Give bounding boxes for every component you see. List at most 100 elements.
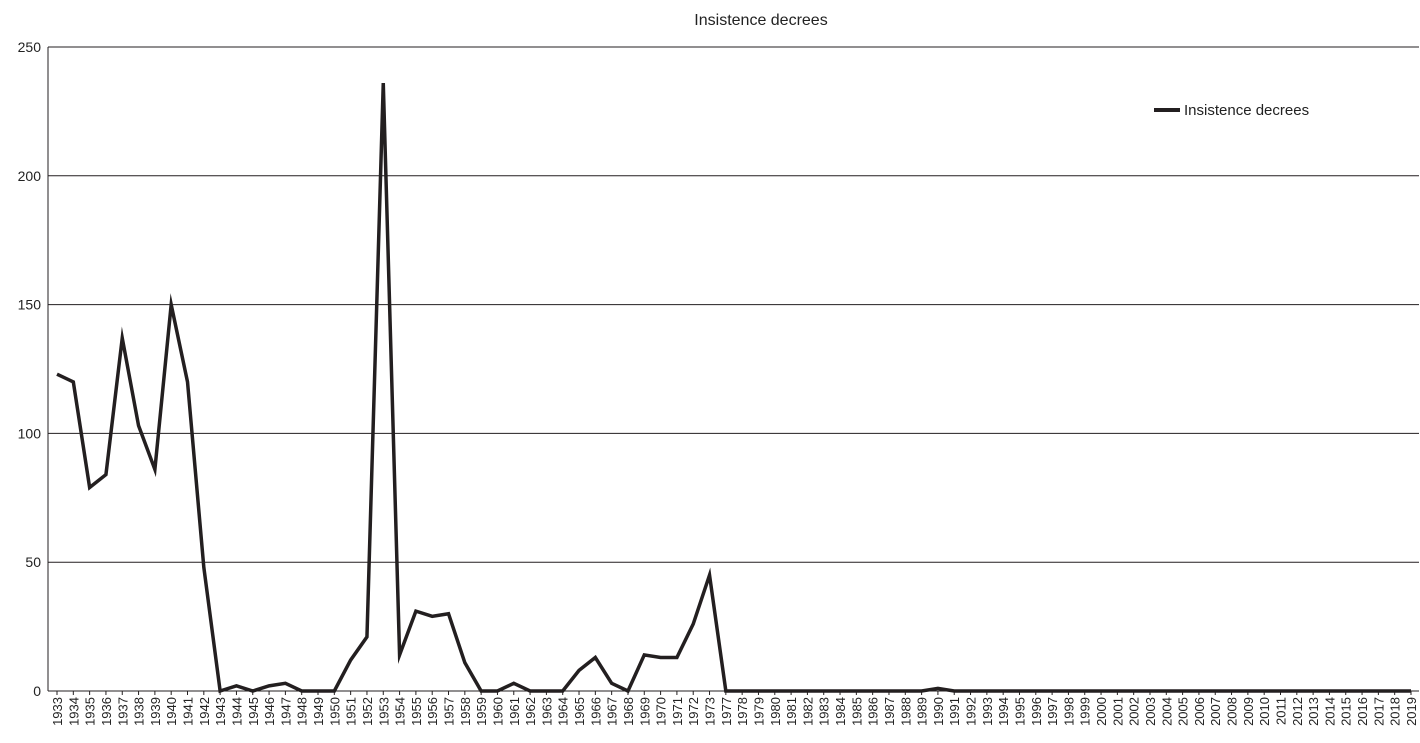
x-tick-label-1986: 1986 bbox=[866, 697, 881, 726]
x-tick-label-1948: 1948 bbox=[295, 697, 310, 726]
y-tick-label-0: 0 bbox=[33, 683, 41, 699]
x-tick-label-1954: 1954 bbox=[393, 697, 408, 726]
chart-title: Insistence decrees bbox=[694, 12, 827, 29]
x-tick-label-2002: 2002 bbox=[1127, 697, 1142, 726]
x-tick-label-1952: 1952 bbox=[360, 697, 375, 726]
x-tick-label-1943: 1943 bbox=[213, 697, 228, 726]
x-tick-label-1987: 1987 bbox=[882, 697, 897, 726]
x-tick-label-2015: 2015 bbox=[1339, 697, 1354, 726]
x-tick-label-1973: 1973 bbox=[703, 697, 718, 726]
legend-label: Insistence decrees bbox=[1184, 102, 1309, 119]
x-tick-label-1993: 1993 bbox=[980, 697, 995, 726]
x-tick-label-1946: 1946 bbox=[262, 697, 277, 726]
y-tick-label-200: 200 bbox=[18, 168, 42, 184]
x-tick-label-1934: 1934 bbox=[66, 697, 81, 726]
x-tick-label-1977: 1977 bbox=[719, 697, 734, 726]
x-tick-label-1959: 1959 bbox=[474, 697, 489, 726]
x-tick-label-2019: 2019 bbox=[1404, 697, 1419, 726]
x-tick-label-1945: 1945 bbox=[246, 697, 261, 726]
x-tick-label-1960: 1960 bbox=[490, 697, 505, 726]
x-tick-label-1935: 1935 bbox=[83, 697, 98, 726]
x-tick-label-1990: 1990 bbox=[931, 697, 946, 726]
x-tick-label-2014: 2014 bbox=[1322, 697, 1337, 726]
x-tick-label-2000: 2000 bbox=[1094, 697, 1109, 726]
x-tick-label-1983: 1983 bbox=[817, 697, 832, 726]
x-tick-label-2003: 2003 bbox=[1143, 697, 1158, 726]
x-tick-label-1985: 1985 bbox=[849, 697, 864, 726]
series-group bbox=[56, 83, 1411, 694]
x-tick-label-1995: 1995 bbox=[1012, 697, 1027, 726]
x-tick-label-1958: 1958 bbox=[458, 697, 473, 726]
y-tick-label-250: 250 bbox=[18, 39, 42, 55]
y-tick-label-50: 50 bbox=[25, 554, 41, 570]
axes bbox=[47, 47, 1419, 692]
x-tick-label-1938: 1938 bbox=[132, 697, 147, 726]
x-tick-label-1967: 1967 bbox=[605, 697, 620, 726]
x-tick-label-2004: 2004 bbox=[1159, 697, 1174, 726]
x-tick-label-1997: 1997 bbox=[1045, 697, 1060, 726]
x-tick-label-2016: 2016 bbox=[1355, 697, 1370, 726]
x-tick-label-1978: 1978 bbox=[735, 697, 750, 726]
x-tick-label-2006: 2006 bbox=[1192, 697, 1207, 726]
x-tick-label-1937: 1937 bbox=[115, 697, 130, 726]
x-tick-label-1970: 1970 bbox=[654, 697, 669, 726]
x-tick-label-1955: 1955 bbox=[409, 697, 424, 726]
x-tick-label-1961: 1961 bbox=[507, 697, 522, 726]
x-tick-label-1939: 1939 bbox=[148, 697, 163, 726]
x-axis-ticks: 1933 1934 1935 1936 1937 1938 1939 1940 1941 1942… bbox=[50, 691, 1419, 726]
x-tick-label-1988: 1988 bbox=[898, 697, 913, 726]
x-tick-label-2007: 2007 bbox=[1208, 697, 1223, 726]
x-tick-label-1969: 1969 bbox=[637, 697, 652, 726]
x-tick-label-2013: 2013 bbox=[1306, 697, 1321, 726]
x-tick-label-1968: 1968 bbox=[621, 697, 636, 726]
x-tick-label-1933: 1933 bbox=[50, 697, 65, 726]
x-tick-label-1984: 1984 bbox=[833, 697, 848, 726]
x-tick-label-1949: 1949 bbox=[311, 697, 326, 726]
x-tick-label-1940: 1940 bbox=[164, 697, 179, 726]
y-axis-ticks: 0 50 100 150 200 250 bbox=[18, 39, 42, 699]
gridlines bbox=[48, 46, 1419, 563]
x-tick-label-1964: 1964 bbox=[556, 697, 571, 726]
x-tick-label-2018: 2018 bbox=[1388, 697, 1403, 726]
x-tick-label-1942: 1942 bbox=[197, 697, 212, 726]
y-tick-label-100: 100 bbox=[18, 425, 42, 441]
x-tick-label-1953: 1953 bbox=[376, 697, 391, 726]
x-tick-label-1971: 1971 bbox=[670, 697, 685, 726]
x-tick-label-1992: 1992 bbox=[964, 697, 979, 726]
x-tick-label-1999: 1999 bbox=[1078, 697, 1093, 726]
x-tick-label-1982: 1982 bbox=[800, 697, 815, 726]
x-tick-label-1980: 1980 bbox=[768, 697, 783, 726]
y-tick-label-150: 150 bbox=[18, 297, 42, 313]
x-tick-label-1956: 1956 bbox=[425, 697, 440, 726]
x-tick-label-2017: 2017 bbox=[1371, 697, 1386, 726]
x-tick-label-1947: 1947 bbox=[278, 697, 293, 726]
x-tick-label-1944: 1944 bbox=[229, 697, 244, 726]
legend: Insistence decrees bbox=[1154, 102, 1309, 119]
x-tick-label-2009: 2009 bbox=[1241, 697, 1256, 726]
x-tick-label-2005: 2005 bbox=[1176, 697, 1191, 726]
x-tick-label-1989: 1989 bbox=[915, 697, 930, 726]
x-tick-label-1950: 1950 bbox=[327, 697, 342, 726]
x-tick-label-1972: 1972 bbox=[686, 697, 701, 726]
x-tick-label-1998: 1998 bbox=[1061, 697, 1076, 726]
x-tick-label-2011: 2011 bbox=[1273, 697, 1288, 725]
x-tick-label-1991: 1991 bbox=[947, 697, 962, 726]
x-tick-label-1996: 1996 bbox=[1029, 697, 1044, 726]
x-tick-label-1962: 1962 bbox=[523, 697, 538, 726]
x-tick-label-1941: 1941 bbox=[181, 697, 196, 726]
x-tick-label-1957: 1957 bbox=[442, 697, 457, 726]
x-tick-label-1981: 1981 bbox=[784, 697, 799, 726]
x-tick-label-1951: 1951 bbox=[344, 697, 359, 726]
x-tick-label-2012: 2012 bbox=[1290, 697, 1305, 726]
x-tick-label-1979: 1979 bbox=[751, 697, 766, 726]
x-tick-label-1965: 1965 bbox=[572, 697, 587, 726]
series-line-0 bbox=[56, 83, 1411, 694]
x-tick-label-1963: 1963 bbox=[539, 697, 554, 726]
x-tick-label-1936: 1936 bbox=[99, 697, 114, 726]
x-tick-label-1966: 1966 bbox=[588, 697, 603, 726]
x-tick-label-1994: 1994 bbox=[996, 697, 1011, 726]
x-tick-label-2008: 2008 bbox=[1225, 697, 1240, 726]
x-tick-label-2010: 2010 bbox=[1257, 697, 1272, 726]
x-tick-label-2001: 2001 bbox=[1110, 697, 1125, 726]
